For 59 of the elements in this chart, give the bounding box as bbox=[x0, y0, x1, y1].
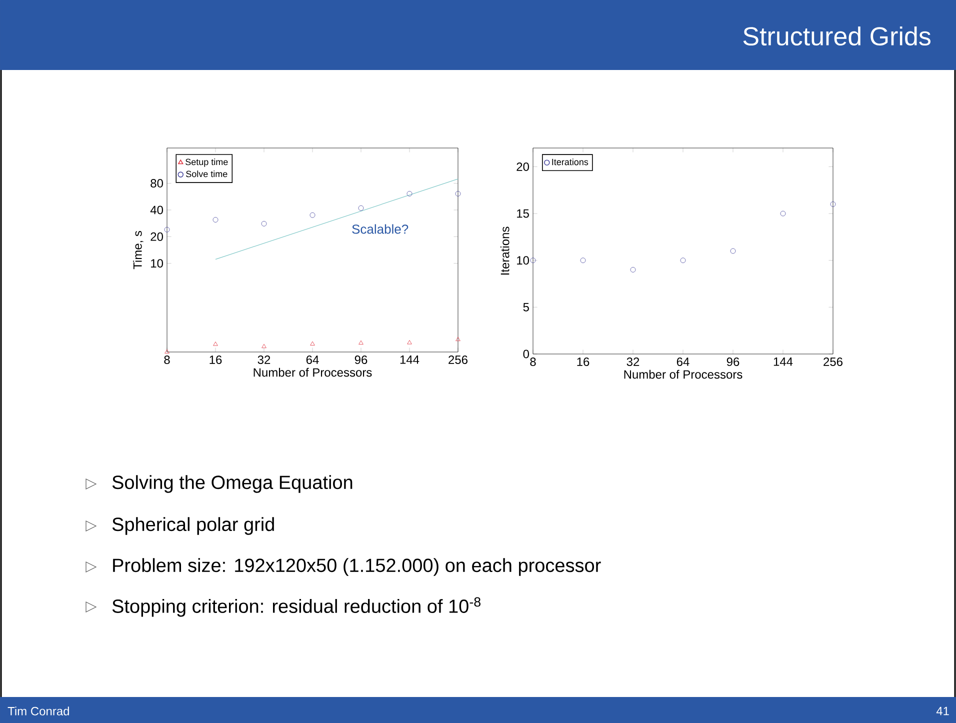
x-tick-label: 8 bbox=[530, 358, 536, 366]
point bbox=[310, 341, 315, 346]
y-tick-label: 10 bbox=[151, 259, 164, 268]
text: Tim Conrad bbox=[8, 706, 69, 716]
point bbox=[262, 344, 266, 348]
x-tick-label: 144 bbox=[774, 358, 793, 366]
point bbox=[456, 336, 460, 342]
y-tick-label: 80 bbox=[150, 179, 164, 188]
y-axis-title: Iterations bbox=[500, 226, 510, 275]
y-tick-label: 0 bbox=[523, 350, 530, 358]
text: 41 bbox=[936, 706, 949, 716]
point bbox=[358, 340, 364, 345]
point bbox=[212, 217, 218, 222]
x-tick-label: 8 bbox=[164, 356, 170, 364]
text: Solving the Omega Equation bbox=[112, 475, 352, 493]
text: Stopping criterion: residual reduction of 10$^{-8}$ bbox=[112, 597, 480, 617]
point bbox=[530, 258, 536, 264]
x-tick-label: 64 bbox=[306, 356, 319, 364]
legend-label: Setup time bbox=[186, 158, 228, 167]
legend-label: Solve time bbox=[186, 170, 228, 178]
y-tick-label: 40 bbox=[150, 206, 164, 214]
text: Spherical polar grid bbox=[112, 517, 274, 535]
y-tick-label: 10 bbox=[517, 256, 530, 265]
point bbox=[406, 191, 412, 196]
x-tick-label: 32 bbox=[258, 356, 270, 364]
point bbox=[213, 342, 218, 346]
point bbox=[630, 267, 636, 272]
y-tick-label: 5 bbox=[523, 303, 529, 312]
point bbox=[830, 201, 836, 207]
x-tick-label: 256 bbox=[448, 356, 468, 364]
point bbox=[407, 340, 412, 344]
point bbox=[680, 258, 686, 264]
y-tick-label: 20 bbox=[516, 162, 530, 171]
y-tick-label: 15 bbox=[517, 209, 529, 218]
point bbox=[455, 191, 461, 196]
x-tick-label: 64 bbox=[676, 358, 690, 366]
point bbox=[730, 248, 736, 254]
chart-title: Structured Grids bbox=[743, 26, 930, 46]
y-axis-title: Time, s bbox=[133, 230, 144, 270]
point bbox=[164, 226, 170, 232]
y-tick-label: 20 bbox=[150, 232, 164, 241]
x-axis-title: Number of Processors bbox=[254, 368, 372, 377]
x-tick-label: 256 bbox=[824, 358, 842, 366]
x-tick-label: 96 bbox=[354, 356, 368, 364]
x-tick-label: 96 bbox=[726, 358, 740, 366]
point bbox=[358, 205, 364, 211]
point bbox=[580, 258, 586, 264]
point bbox=[164, 349, 170, 354]
point bbox=[261, 220, 267, 226]
x-tick-label: 32 bbox=[626, 358, 640, 366]
x-tick-label: 144 bbox=[400, 356, 420, 364]
text: Problem size: 192x120x50 (1.152.000) on each processor bbox=[113, 558, 601, 576]
x-axis-title: Number of Processors bbox=[624, 370, 742, 379]
point bbox=[780, 210, 786, 216]
annotation: Scalable? bbox=[352, 224, 408, 234]
point bbox=[310, 212, 316, 218]
legend-label: Iterations bbox=[552, 158, 588, 166]
x-tick-label: 16 bbox=[577, 358, 590, 366]
x-tick-label: 16 bbox=[210, 356, 222, 364]
